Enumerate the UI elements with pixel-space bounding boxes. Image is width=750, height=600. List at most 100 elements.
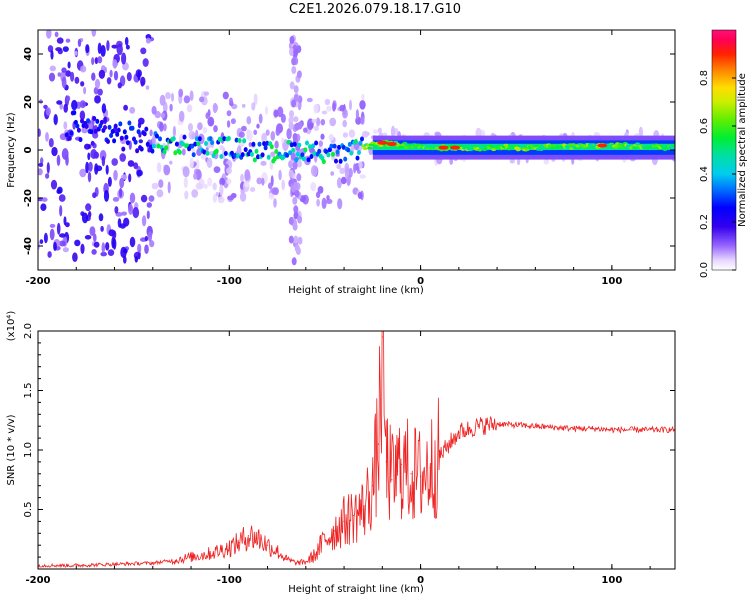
spectrogram-cell [197,122,203,131]
spectrogram-cell [227,195,235,201]
spectrogram-cell [109,133,114,138]
spectrogram-cell [256,123,260,129]
snr-data-point [343,520,345,523]
spectrogram-peak [438,145,449,150]
snr-data-point [385,461,387,463]
spectrogram-cell [144,126,149,132]
spectrogram-cell [63,121,68,130]
spectrogram-cell [53,241,57,251]
spectrogram-x-axis-label: Height of straight line (km) [288,285,424,296]
spectrogram-cell [92,116,97,121]
snr-data-point [410,473,412,475]
spectrogram-cell [118,121,123,127]
spectrogram-cell [75,123,80,129]
spectrogram-cell [303,147,308,153]
spectrogram-cell [509,158,515,164]
spectrogram-cell [86,118,91,124]
snr-data-point [152,562,154,564]
spectrogram-cell [257,141,262,147]
spectrogram-cell [76,127,81,133]
snr-data-point [75,564,77,567]
spectrogram-cell [119,153,126,162]
spectrogram-cell [144,235,149,242]
spectrogram-cell [74,76,80,84]
spectrogram-cell [310,165,318,177]
spectrogram-cell [90,140,95,146]
spectrogram-cell [107,249,115,256]
spectrogram-cell [358,161,363,169]
spectrogram-cell [229,97,233,104]
spectrogram-cell [158,179,164,189]
snr-data-point [295,562,297,564]
spectrogram-cell [506,147,512,151]
spectrogram-cell [88,123,94,130]
snr-data-point [611,429,613,431]
colorbar-label: Normalized spectral amplitude [737,73,748,227]
spectrogram-cell [62,46,69,52]
spectrogram-cell [324,98,331,106]
spectrogram-cell [40,157,44,165]
x-tick-label: -100 [217,276,242,287]
spectrogram-cell [136,169,143,177]
snr-data-point [429,467,431,469]
spectrogram-cell [260,160,267,166]
spectrogram-cell [94,95,101,104]
spectrogram-cell [306,97,313,103]
snr-data-point [630,429,632,431]
spectrogram-cell [334,158,338,164]
spectrogram-cell [318,140,323,147]
spectrogram-cell [84,143,91,150]
spectrogram-cell [241,125,247,132]
spectrogram-cell [205,150,210,156]
spectrogram-cell [355,155,360,161]
spectrogram-cell [316,117,321,127]
spectrogram-cell [240,173,244,183]
spectrogram-cell [293,235,299,244]
spectrogram-cell [297,236,303,245]
spectrogram-cell [49,223,56,228]
spectrogram-cell [222,91,229,100]
spectrogram-cell [87,152,91,161]
snr-data-point [477,425,479,427]
x-tick-label: -200 [25,575,50,586]
snr-data-point [353,514,355,517]
spectrogram-cell [55,47,62,52]
spectrogram-cell [264,106,269,115]
spectrogram-cell [613,145,619,149]
spectrogram-cell [336,163,342,170]
spectrogram-cell [94,57,99,65]
spectrogram-cell [65,222,70,228]
spectrogram-cell [54,31,59,38]
spectrogram-cell [342,132,348,138]
spectrogram-cell [309,154,314,159]
spectrogram-cell [348,129,356,138]
spectrogram-cell [288,121,294,130]
spectrogram-cell [205,147,209,152]
spectrogram-cell [148,195,155,202]
spectrogram-cell [246,116,252,125]
spectrogram-cell [281,179,286,191]
spectrogram-cell [293,94,299,103]
spectrogram-cell [106,40,110,52]
spectrogram-cell [61,76,67,89]
spectrogram-cell [165,92,171,100]
spectrogram-cell [503,143,509,147]
spectrogram-cell [137,243,142,254]
spectrogram-cell [50,50,54,60]
spectrogram-cell [174,141,179,147]
chart-title: C2E1.2026.079.18.17.G10 [288,2,462,17]
spectrogram-cell [80,243,85,254]
spectrogram-cell [45,173,50,179]
spectrogram-cell [112,138,117,144]
spectrogram-cell [178,110,185,123]
spectrogram-cell [191,147,195,153]
spectrogram-cell [61,67,67,73]
spectrogram-cell [248,142,252,147]
spectrogram-cell [313,103,319,114]
spectrogram-cell [305,140,309,146]
spectrogram-cell [203,91,209,96]
spectrogram-cell [252,157,257,163]
spectrogram-cell [80,65,87,73]
spectrogram-cell [195,182,203,190]
